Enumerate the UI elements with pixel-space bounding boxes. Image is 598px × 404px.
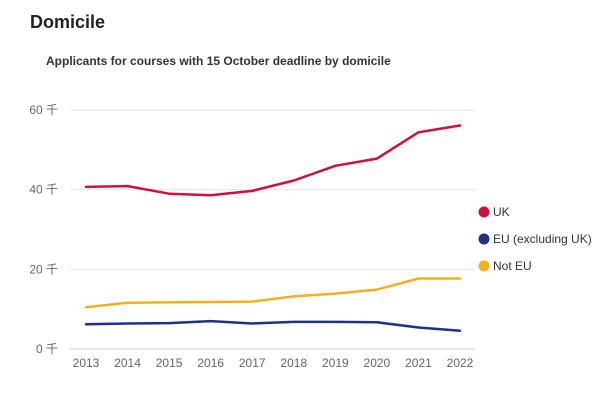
x-tick-label: 2019 (322, 356, 349, 370)
legend-marker[interactable] (478, 260, 490, 272)
series-line-uk (84, 124, 462, 197)
x-tick-label: 2021 (405, 356, 432, 370)
y-tick-label: 40 千 (29, 183, 58, 197)
x-tick-label: 2015 (156, 356, 183, 370)
x-tick-label: 2022 (447, 356, 474, 370)
series-line-eu-excluding-uk (84, 319, 462, 332)
x-tick-label: 2020 (364, 356, 391, 370)
y-tick-label: 20 千 (29, 262, 58, 276)
legend-label[interactable]: Not EU (493, 259, 532, 273)
x-tick-label: 2017 (239, 356, 266, 370)
legend-marker[interactable] (478, 233, 490, 245)
x-tick-label: 2014 (114, 356, 141, 370)
x-tick-label: 2016 (197, 356, 224, 370)
page-title: Domicile (30, 12, 106, 32)
y-tick-label: 60 千 (29, 103, 58, 117)
x-tick-label: 2018 (280, 356, 307, 370)
series-line-not-eu (84, 277, 462, 309)
chart-title: Applicants for courses with 15 October d… (46, 54, 391, 68)
legend-marker[interactable] (478, 206, 490, 218)
x-tick-label: 2013 (73, 356, 100, 370)
legend-label[interactable]: EU (excluding UK) (493, 232, 592, 246)
y-tick-label: 0 千 (36, 342, 58, 356)
legend-label[interactable]: UK (493, 205, 510, 219)
